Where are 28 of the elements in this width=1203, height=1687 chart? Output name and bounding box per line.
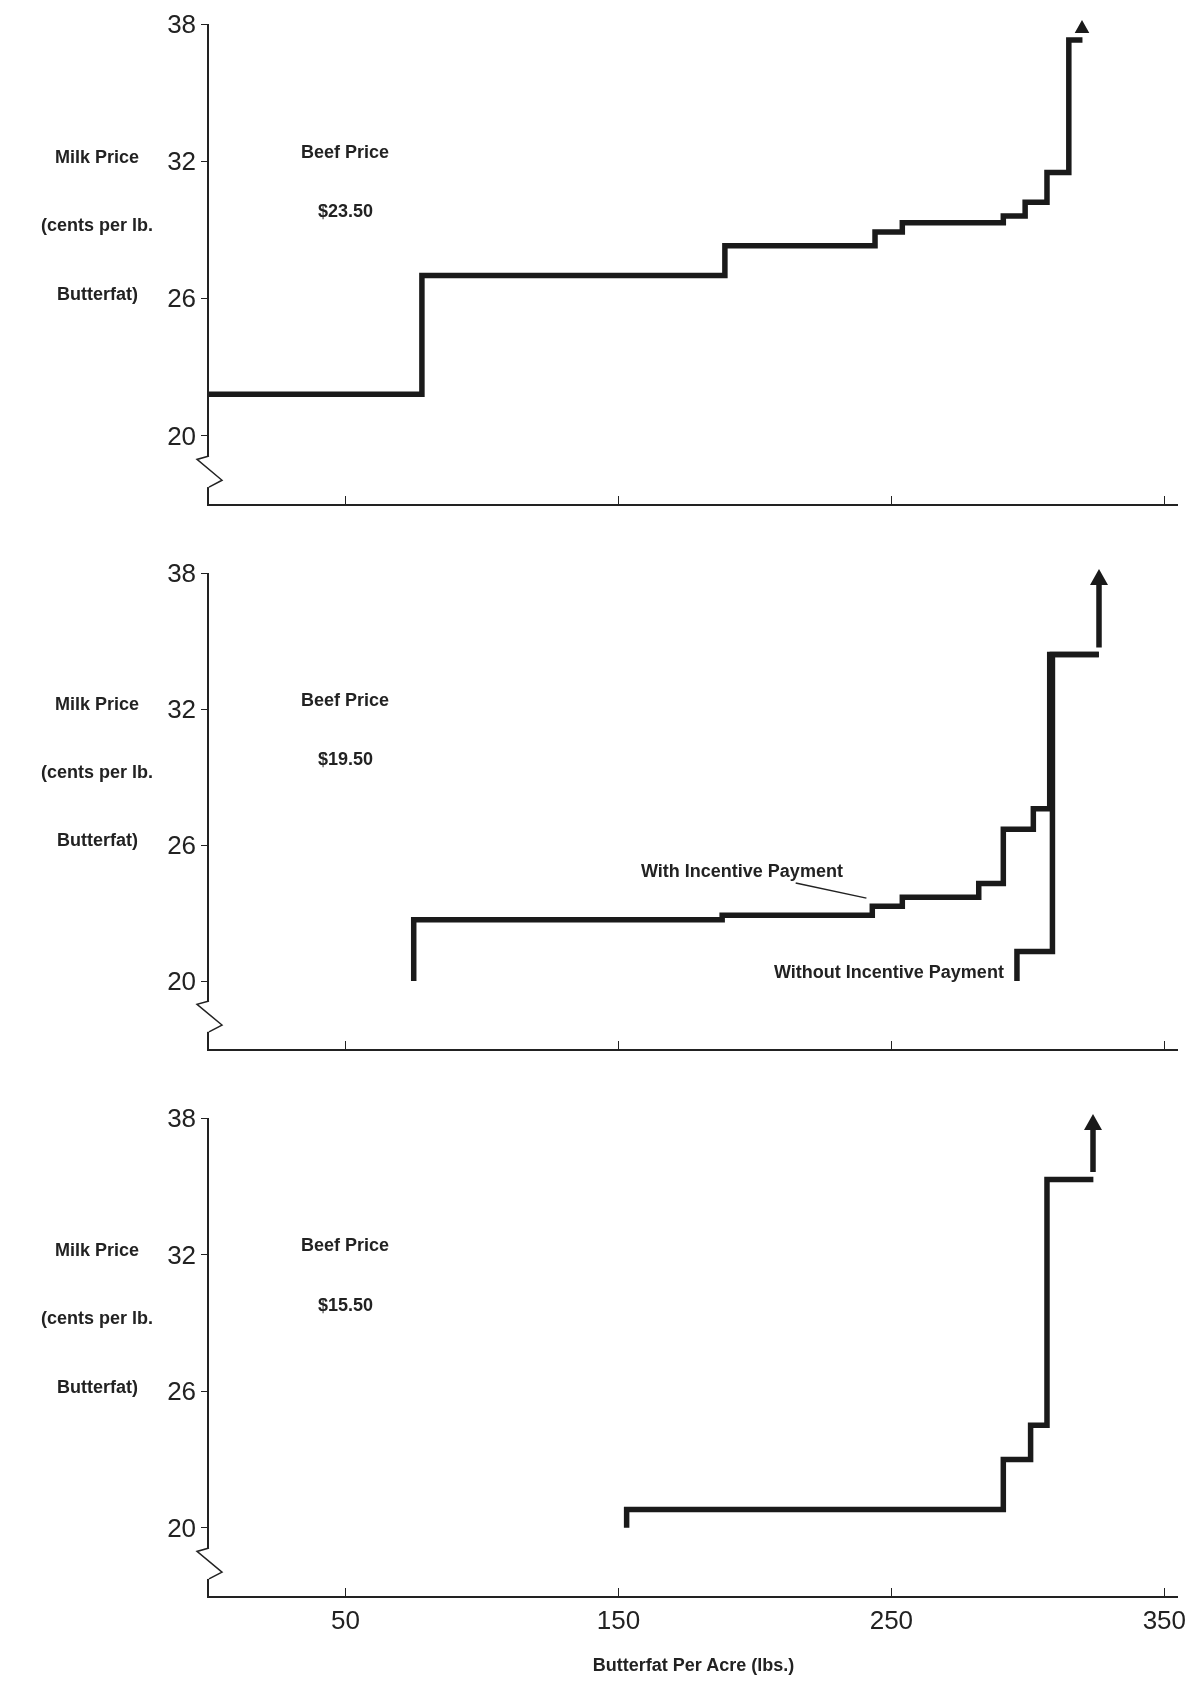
x-axis-title: Butterfat Per Acre (lbs.) xyxy=(592,1654,795,1675)
y-tick-label: 20 xyxy=(167,966,197,997)
x-tick-label: 50 xyxy=(331,1604,360,1635)
text: Milk Price (cents per lb. Butterfat) xyxy=(41,147,154,304)
x-tick-label: 150 xyxy=(596,1604,641,1635)
annotation: Beef Price xyxy=(301,1235,390,1255)
y-tick-label: 20 xyxy=(167,1512,197,1543)
y-tick-label: 38 xyxy=(167,9,197,40)
x-tick-label: 350 xyxy=(1142,1604,1187,1635)
y-tick-label: 26 xyxy=(167,283,197,314)
y-tick-label: 32 xyxy=(167,694,197,725)
y-tick-label: 20 xyxy=(167,420,197,451)
y-tick-label: 38 xyxy=(167,558,197,589)
annotation: Beef Price xyxy=(301,690,390,710)
y-tick-label: 26 xyxy=(167,830,197,861)
series-label: Without Incentive Payment xyxy=(774,962,1004,982)
y-tick-label: 38 xyxy=(167,1103,197,1134)
annotation: $19.50 xyxy=(318,749,374,769)
annotation: $15.50 xyxy=(318,1295,374,1315)
series-label: With Incentive Payment xyxy=(641,861,843,881)
y-tick-label: 26 xyxy=(167,1376,197,1407)
annotation: $23.50 xyxy=(318,201,374,221)
text: Milk Price (cents per lb. Butterfat) xyxy=(41,694,154,850)
annotation: Beef Price xyxy=(301,142,390,162)
x-tick-label: 250 xyxy=(869,1604,914,1635)
y-tick-label: 32 xyxy=(167,146,197,177)
text: Milk Price (cents per lb. Butterfat) xyxy=(41,1240,154,1397)
y-tick-label: 32 xyxy=(167,1239,197,1270)
